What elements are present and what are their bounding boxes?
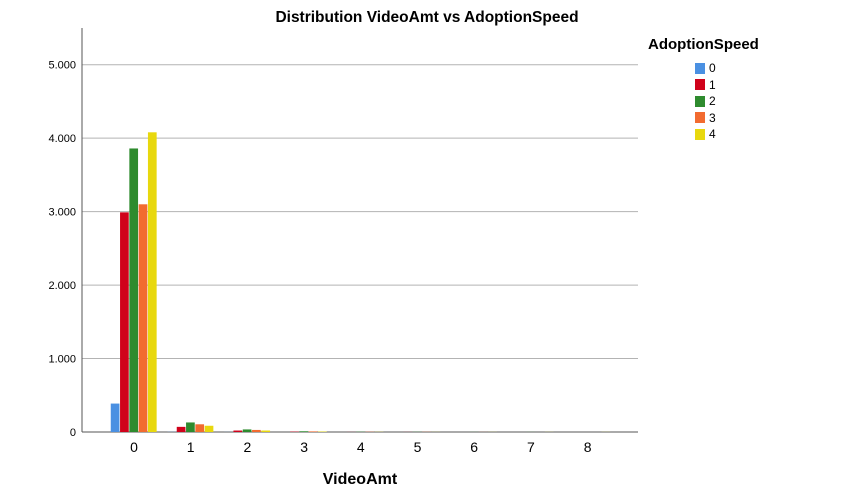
y-tick-label: 5.000 xyxy=(48,60,76,72)
x-tick-label: 3 xyxy=(300,439,308,455)
x-tick-label: 4 xyxy=(357,439,365,455)
legend-label: 2 xyxy=(709,94,716,109)
y-tick-label: 2.000 xyxy=(48,280,76,292)
legend-label: 1 xyxy=(709,77,716,92)
legend-title: AdoptionSpeed xyxy=(648,36,759,53)
legend-item: 2 xyxy=(695,93,759,110)
bar-2-cat-1 xyxy=(186,422,195,432)
legend-item: 1 xyxy=(695,77,759,94)
bar-2-cat-0 xyxy=(129,148,139,432)
legend-item: 3 xyxy=(695,110,759,127)
legend-swatch xyxy=(695,112,705,124)
legend-swatch xyxy=(695,62,705,74)
y-tick-label: 4.000 xyxy=(48,133,76,145)
legend-label: 4 xyxy=(709,127,716,142)
legend-label: 0 xyxy=(709,61,716,76)
bar-1-cat-1 xyxy=(176,426,186,432)
x-tick-label: 2 xyxy=(244,439,252,455)
bar-1-cat-2 xyxy=(233,430,243,432)
bar-3-cat-3 xyxy=(308,431,318,432)
legend-item: 4 xyxy=(695,126,759,143)
x-axis-title: VideoAmt xyxy=(322,471,398,488)
x-tick-label: 7 xyxy=(527,439,535,455)
bar-3-cat-0 xyxy=(138,204,148,432)
bar-4-cat-0 xyxy=(147,132,157,432)
y-tick-label: 1.000 xyxy=(48,354,76,366)
y-tick-label: 3.000 xyxy=(48,207,76,219)
x-tick-label: 1 xyxy=(187,439,195,455)
bar-4-cat-1 xyxy=(204,425,214,432)
bar-1-cat-0 xyxy=(120,212,129,432)
bar-3-cat-2 xyxy=(252,429,261,432)
x-tick-label: 0 xyxy=(130,439,138,455)
legend-label: 3 xyxy=(709,110,716,125)
bar-0-cat-0 xyxy=(110,403,120,432)
bar-2-cat-3 xyxy=(299,431,309,432)
legend-item: 0 xyxy=(695,60,759,77)
bar-3-cat-1 xyxy=(195,424,205,432)
bar-2-cat-2 xyxy=(242,429,252,432)
legend-swatch xyxy=(695,79,705,91)
x-tick-label: 8 xyxy=(584,439,592,455)
y-tick-label: 0 xyxy=(70,427,76,439)
bar-4-cat-2 xyxy=(261,430,271,432)
legend-swatch xyxy=(695,95,705,107)
legend-swatch xyxy=(695,128,705,140)
chart-title: Distribution VideoAmt vs AdoptionSpeed xyxy=(275,9,579,26)
x-tick-label: 5 xyxy=(414,439,422,455)
x-tick-label: 6 xyxy=(470,439,478,455)
